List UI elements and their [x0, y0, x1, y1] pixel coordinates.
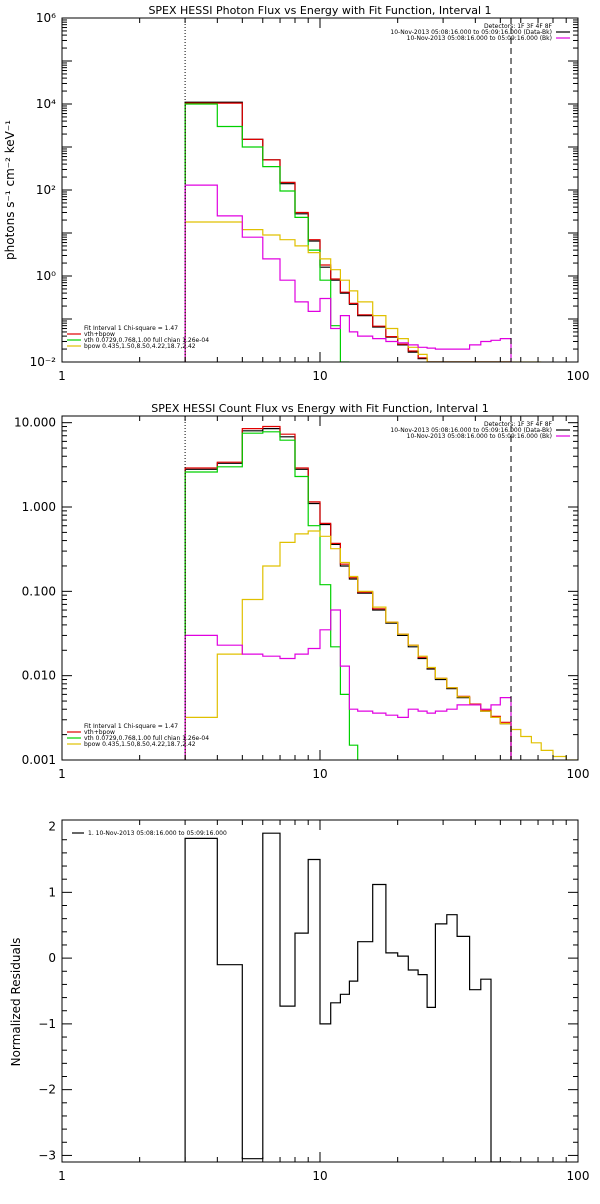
photon-flux-series-bpow [184, 221, 542, 362]
photon-flux-panel: SPEX HESSI Photon Flux vs Energy with Fi… [3, 4, 589, 383]
count-flux-legend-bottom-entry: vth 0.0729,0.768,1.00 full chian 1.26e-0… [84, 735, 209, 742]
count-flux-series-vth-bpow [184, 425, 512, 760]
count-flux-series-bpow [184, 530, 578, 760]
photon-flux-x-tick-label: 100 [567, 369, 590, 383]
count-flux-plot-frame [61, 415, 579, 761]
photon-flux-y-tick-label: 10⁻² [30, 355, 57, 369]
residuals-x-tick-label: 10 [312, 1169, 327, 1183]
photon-flux-series-vth [184, 103, 350, 362]
residuals-legend-entry: 1. 10-Nov-2013 05:08:16.000 to 05:09:16.… [88, 830, 227, 837]
count-flux-legend-bottom-entry: vth+bpow [84, 729, 115, 736]
residuals-x-tick-label: 1 [58, 1169, 66, 1183]
photon-flux-series-vth-bpow [184, 102, 511, 362]
photon-flux-legend-bottom-entry: vth 0.0729,0.768,1.00 full chian 1.26e-0… [84, 337, 209, 344]
photon-flux-y-tick-label: 10² [36, 183, 56, 197]
residuals-y-tick-label: 1 [48, 885, 56, 899]
photon-flux-y-tick-label: 10⁰ [36, 269, 56, 283]
residuals-y-tick-label: −2 [38, 1083, 56, 1097]
count-flux-y-tick-label: 0.001 [22, 753, 56, 767]
photon-flux-legend-bottom-entry: vth+bpow [84, 331, 115, 338]
count-flux-series-bk [184, 609, 512, 760]
photon-flux-x-tick-label: 10 [312, 369, 327, 383]
count-flux-legend-bottom-entry: bpow 0.435,1.50,8.50,4.22,18.7,2.42 [84, 741, 196, 748]
photon-flux-y-axis-label: photons s⁻¹ cm⁻² keV⁻¹ [3, 120, 17, 260]
residuals-y-tick-label: −3 [38, 1148, 56, 1162]
photon-flux-series-bk [184, 184, 512, 362]
count-flux-legend-top-entry: Detectors: 1F 3F 4F 8F [484, 421, 553, 428]
photon-flux-legend-bottom-entry: Fit Interval 1 Chi-square = 1.47 [84, 325, 178, 332]
count-flux-series-vth [184, 431, 359, 760]
count-flux-x-tick-label: 10 [312, 767, 327, 781]
residuals-y-axis-label: Normalized Residuals [9, 938, 23, 1067]
residuals-series-1-10-nov-2013-05-08-16-000-to-05-09-16-000 [184, 832, 511, 1162]
count-flux-x-tick-label: 1 [58, 767, 66, 781]
photon-flux-legend-top-entry: 10-Nov-2013 05:08:16.000 to 05:09:16.000… [390, 29, 552, 36]
residuals-y-tick-label: −1 [38, 1017, 56, 1031]
count-flux-title: SPEX HESSI Count Flux vs Energy with Fit… [151, 402, 488, 415]
residuals-panel: Normalized Residuals 1 10 100 −3 −2 −1 0 1 2 1. 1… [9, 819, 590, 1183]
count-flux-panel: SPEX HESSI Count Flux vs Energy with Fit… [14, 402, 589, 781]
photon-flux-title: SPEX HESSI Photon Flux vs Energy with Fi… [148, 4, 491, 17]
photon-flux-x-tick-label: 1 [58, 369, 66, 383]
count-flux-y-tick-label: 10.000 [14, 416, 56, 430]
photon-flux-y-tick-label: 10⁴ [36, 97, 56, 111]
count-flux-legend-top-entry: 10-Nov-2013 05:08:16.000 to 05:09:16.000… [407, 433, 552, 440]
count-flux-x-tick-label: 100 [567, 767, 590, 781]
photon-flux-legend-top-entry: Detectors: 1F 3F 4F 8F [484, 23, 553, 30]
count-flux-y-tick-label: 0.010 [22, 669, 56, 683]
count-flux-legend-top-entry: 10-Nov-2013 05:08:16.000 to 05:09:16.000… [390, 427, 552, 434]
count-flux-y-tick-label: 1.000 [22, 500, 56, 514]
residuals-x-tick-label: 100 [567, 1169, 590, 1183]
photon-flux-series-data-bk [184, 101, 511, 362]
count-flux-y-tick-label: 0.100 [22, 584, 56, 598]
photon-flux-legend-bottom-entry: bpow 0.435,1.50,8.50,4.22,18.7,2.42 [84, 343, 196, 350]
residuals-y-tick-label: 0 [48, 951, 56, 965]
count-flux-series-data-bk [184, 428, 512, 760]
photon-flux-y-tick-label: 10⁶ [36, 11, 56, 25]
photon-flux-legend-top-entry: 10-Nov-2013 05:08:16.000 to 05:09:16.000… [407, 35, 552, 42]
residuals-y-tick-label: 2 [48, 820, 56, 834]
count-flux-legend-bottom-entry: Fit Interval 1 Chi-square = 1.47 [84, 723, 178, 730]
